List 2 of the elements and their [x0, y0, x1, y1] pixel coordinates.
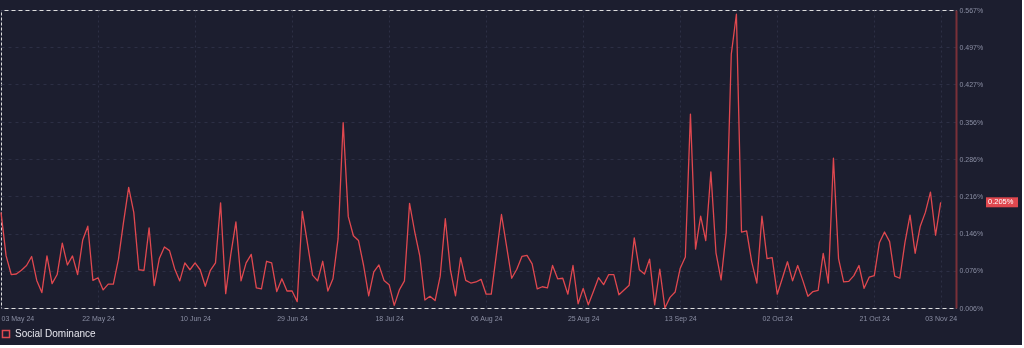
- legend-label: Social Dominance: [15, 328, 97, 339]
- line-series: [0, 13, 942, 309]
